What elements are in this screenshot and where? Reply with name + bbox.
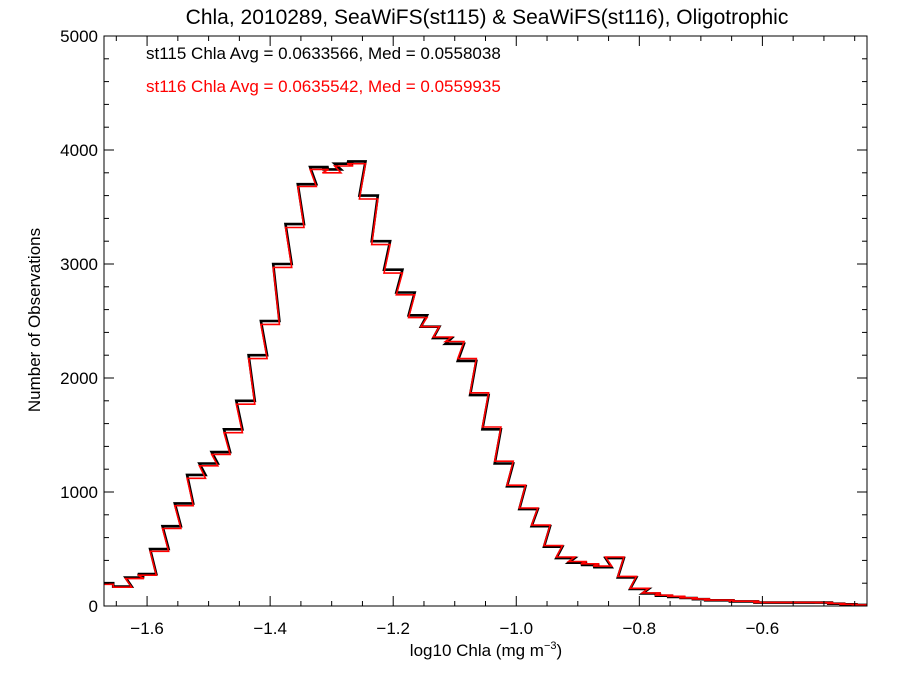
y-tick-label: 2000	[60, 369, 98, 388]
x-tick-label: −1.0	[499, 619, 533, 638]
y-tick-label: 5000	[60, 27, 98, 46]
x-axis: −1.6 −1.4 −1.2 −1.0 −0.8 −0.6	[115, 36, 856, 638]
x-tick-label: −1.2	[376, 619, 410, 638]
x-axis-label-sup: −3	[544, 640, 557, 652]
x-tick-label: −0.6	[746, 619, 780, 638]
plot-area	[104, 160, 867, 607]
x-axis-label-main: log10 Chla (mg m	[410, 641, 544, 660]
annotation-st116: st116 Chla Avg = 0.0635542, Med = 0.0559…	[146, 77, 501, 96]
x-tick-label: −1.6	[130, 619, 164, 638]
y-axis-label: Number of Observations	[25, 228, 44, 412]
x-tick-label: −1.4	[253, 619, 287, 638]
y-axis: 0 1000 2000 3000 4000 5000	[60, 27, 867, 616]
series-st115-line	[104, 160, 867, 607]
annotation-st115: st115 Chla Avg = 0.0633566, Med = 0.0558…	[146, 44, 501, 63]
y-tick-label: 4000	[60, 141, 98, 160]
x-axis-label-close: )	[557, 641, 563, 660]
y-tick-label: 3000	[60, 255, 98, 274]
series-st116-line	[104, 162, 867, 606]
plot-frame	[103, 35, 868, 607]
x-axis-label: log10 Chla (mg m−3)	[410, 640, 562, 660]
y-tick-label: 0	[89, 597, 98, 616]
y-tick-label: 1000	[60, 483, 98, 502]
chart-title: Chla, 2010289, SeaWiFS(st115) & SeaWiFS(…	[186, 6, 789, 29]
x-tick-label: −0.8	[623, 619, 657, 638]
